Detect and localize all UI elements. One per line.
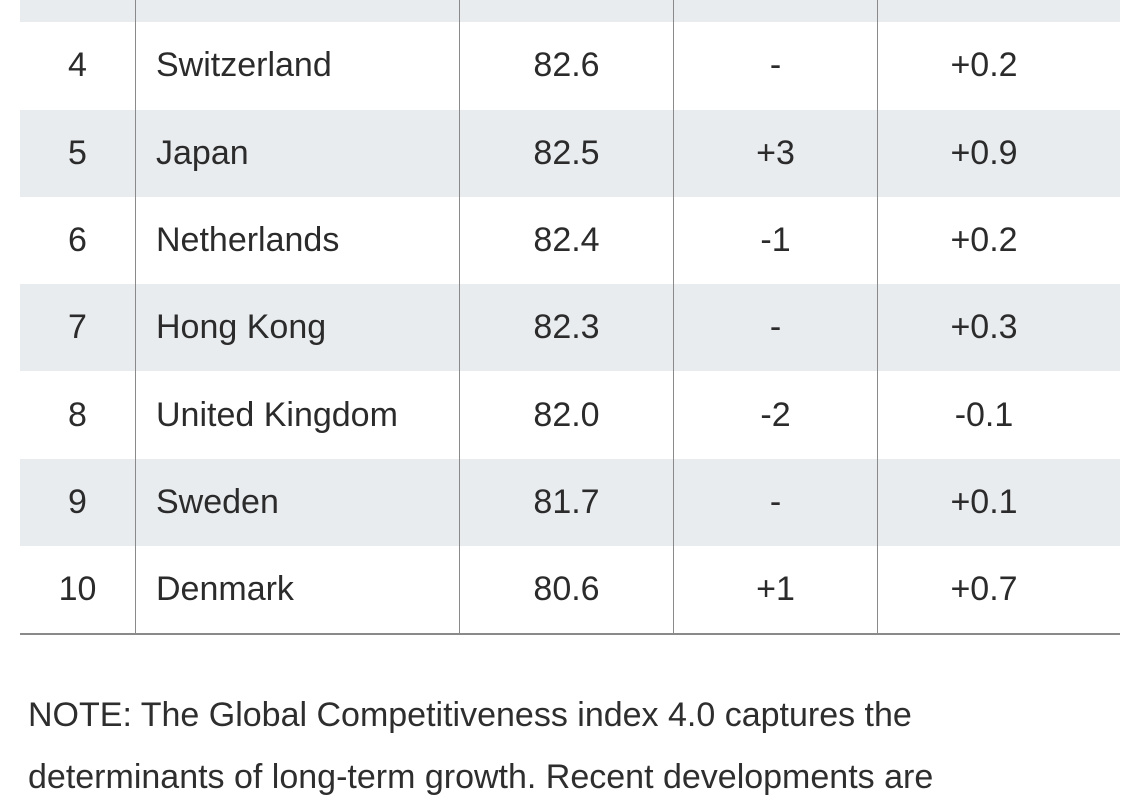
cell-score-change: +0.7 bbox=[950, 570, 1018, 609]
cell-score: 82.5 bbox=[460, 109, 674, 197]
cell-rank-change bbox=[674, 0, 878, 23]
cell-score: 82.4 bbox=[460, 196, 674, 285]
cell-score-change: +0.1 bbox=[950, 482, 1018, 521]
cell-rank-change: - bbox=[674, 458, 878, 547]
cell-rank-change: -2 bbox=[674, 371, 878, 459]
cell-score: 80.6 bbox=[460, 546, 674, 634]
cell-score-change bbox=[878, 0, 1120, 22]
cell-score: 81.7 bbox=[460, 458, 674, 547]
table-row: 10 Denmark 80.6 +1 +0.7 bbox=[20, 546, 1120, 634]
cell-country bbox=[136, 0, 460, 23]
cell-score-change: -0.1 bbox=[954, 395, 1014, 434]
cell-rank-change: - bbox=[674, 284, 878, 372]
cell-rank-change: -1 bbox=[674, 196, 878, 285]
cell-rank: 7 bbox=[20, 284, 136, 372]
cell-rank-change: - bbox=[674, 22, 878, 110]
table-row: 5 Japan 82.5 +3 +0.9 bbox=[20, 109, 1120, 197]
rankings-table: 4 Switzerland 82.6- +0.2 5 Japan 82.5 +3 +0.9 6 Ne… bbox=[20, 0, 1120, 636]
cell-rank: 4 bbox=[20, 22, 136, 110]
cell-score-change: +0.3 bbox=[950, 308, 1018, 347]
cell-score: 82.0 bbox=[460, 371, 674, 459]
cell-country: Hong Kong bbox=[136, 284, 460, 372]
cell-rank: 8 bbox=[20, 371, 136, 459]
cell-score-change: +0.9 bbox=[950, 133, 1018, 172]
table-row: 4 Switzerland 82.6- +0.2 bbox=[20, 22, 1120, 110]
note-line-2: determinants of long-term growth. Recent… bbox=[28, 758, 934, 796]
cell-rank-change: +1 bbox=[674, 546, 878, 634]
cell-score-change: +0.2 bbox=[950, 221, 1018, 260]
table-row bbox=[20, 0, 1120, 23]
note-line-1: NOTE: The Global Competitiveness index 4… bbox=[28, 696, 912, 734]
cell-country: Switzerland bbox=[136, 22, 460, 110]
cell-rank: 10 bbox=[20, 546, 136, 634]
cell-rank: 6 bbox=[20, 196, 136, 285]
table-row: 6 Netherlands 82.4 -1 +0.2 bbox=[20, 196, 1120, 285]
table-row: 8 United Kingdom 82.0 -2 -0.1 bbox=[20, 371, 1120, 459]
cell-score: 82.6 bbox=[460, 22, 674, 110]
note-text: NOTE: The Global Competitiveness index 4… bbox=[28, 684, 1118, 808]
table-row: 7 Hong Kong 82.3- +0.3 bbox=[20, 284, 1120, 372]
cell-country: United Kingdom bbox=[136, 371, 460, 459]
table-row: 9 Sweden 81.7- +0.1 bbox=[20, 458, 1120, 547]
cell-rank bbox=[20, 0, 136, 23]
cell-country: Sweden bbox=[136, 458, 460, 547]
cell-score bbox=[460, 0, 674, 23]
cell-country: Denmark bbox=[136, 546, 460, 634]
cell-rank-change: +3 bbox=[674, 109, 878, 197]
cell-rank: 5 bbox=[20, 109, 136, 197]
cell-score-change: +0.2 bbox=[950, 46, 1018, 85]
cell-country: Netherlands bbox=[136, 196, 460, 285]
cell-score: 82.3 bbox=[460, 284, 674, 372]
cell-country: Japan bbox=[136, 109, 460, 197]
cell-rank: 9 bbox=[20, 458, 136, 547]
